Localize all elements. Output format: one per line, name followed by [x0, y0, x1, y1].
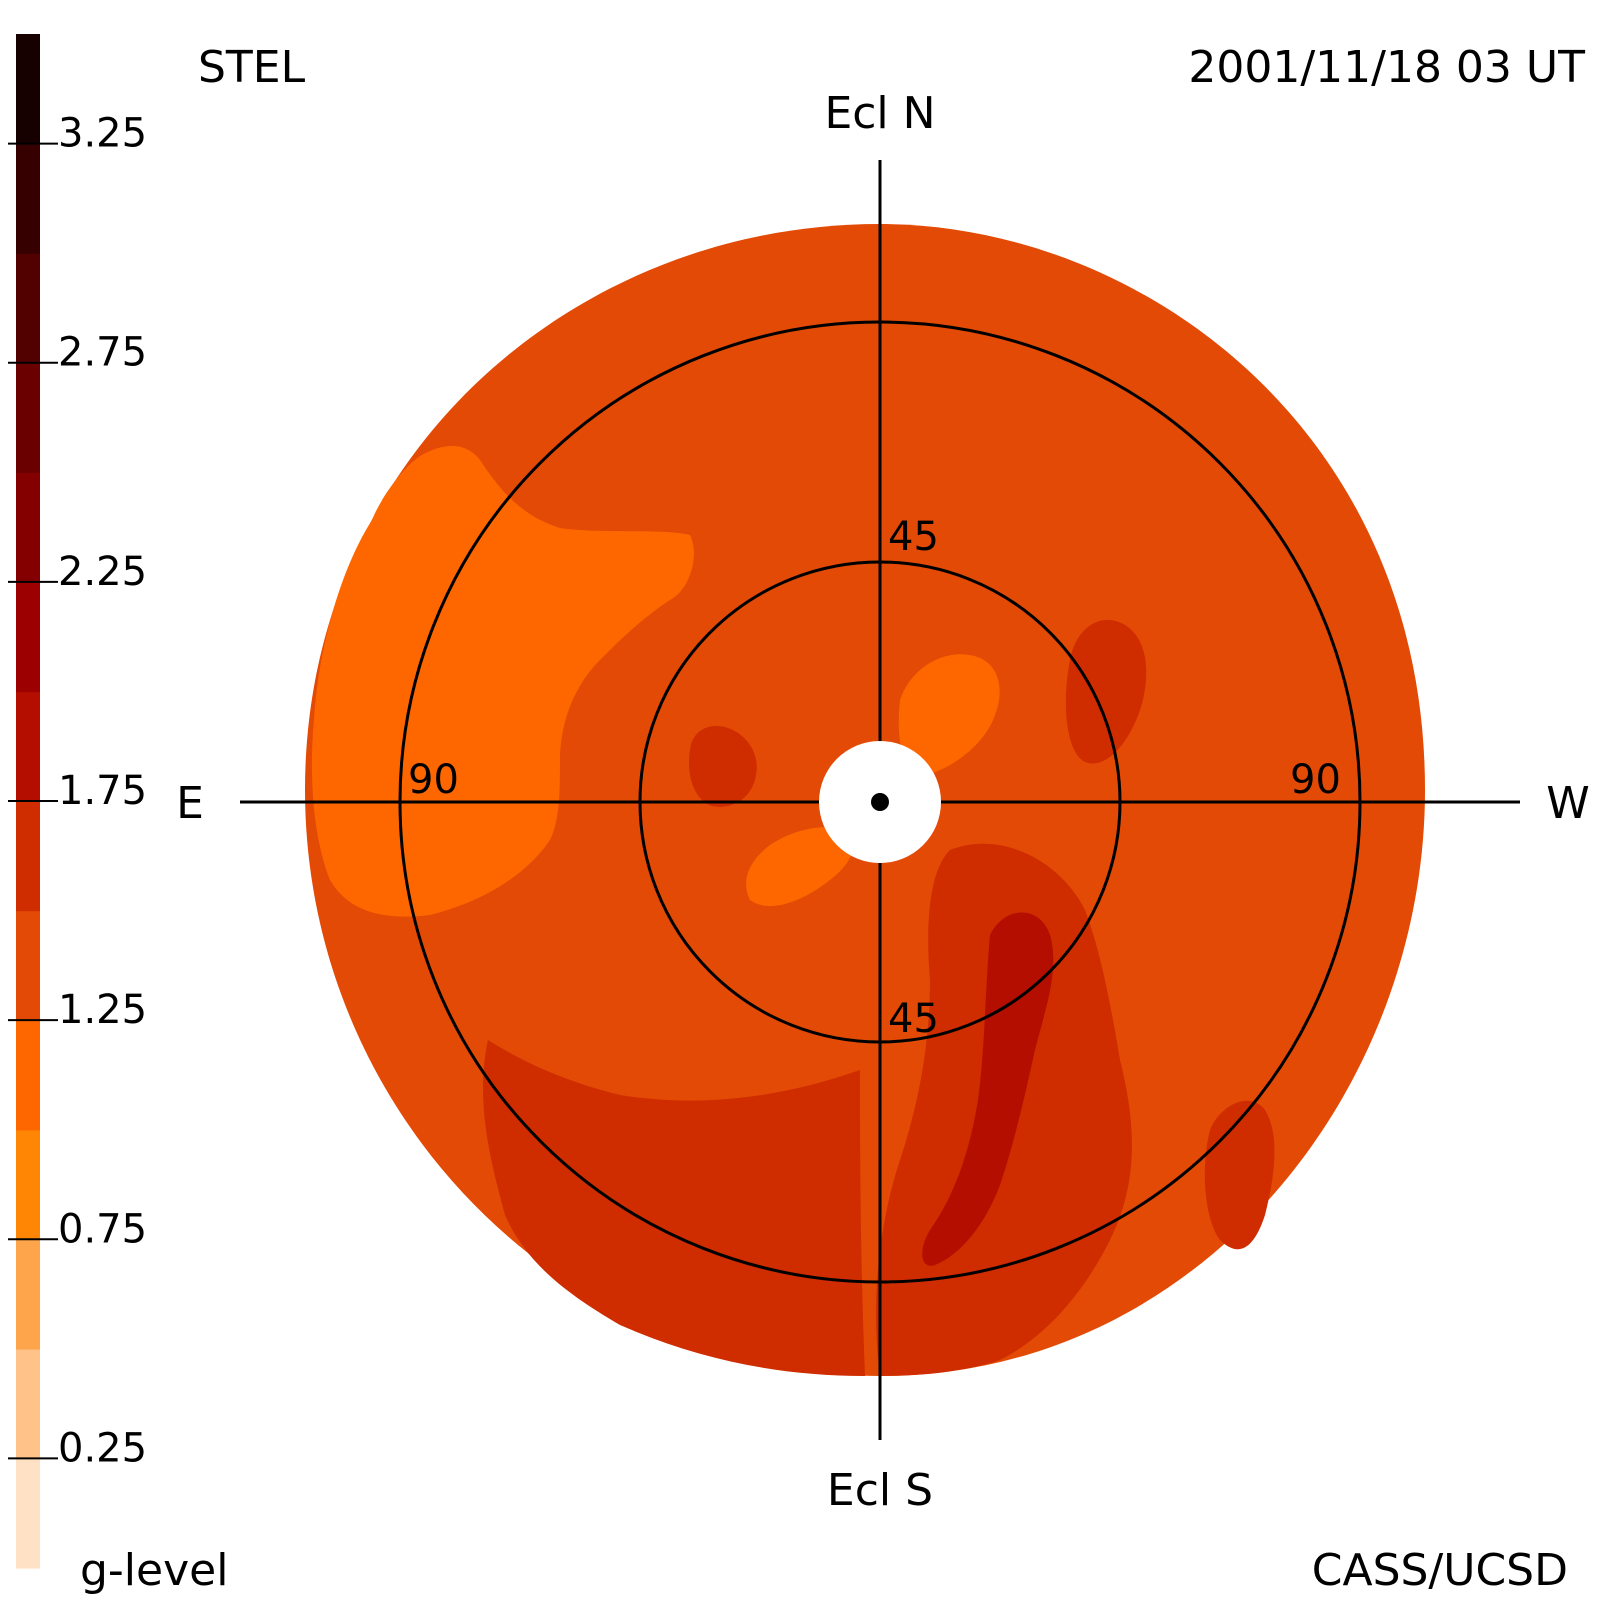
colorbar-title: g-level	[80, 1545, 228, 1596]
ring-label-inner-top: 45	[888, 514, 939, 560]
direction-west-label: W	[1546, 778, 1590, 829]
colorbar-bin	[16, 1129, 40, 1240]
direction-east-label: E	[176, 778, 204, 829]
map-region-center-light-upper	[898, 654, 1000, 776]
colorbar-bin	[16, 1020, 40, 1131]
colorbar-bin	[16, 34, 40, 145]
map-region-center-light-lower	[746, 827, 854, 907]
sky-map	[240, 160, 1520, 1440]
colorbar-tick-label: 3.25	[58, 111, 147, 157]
credit-label: CASS/UCSD	[1312, 1545, 1568, 1596]
map-region-west-blob	[1065, 619, 1147, 764]
map-region-southwest-blob	[1204, 1100, 1275, 1250]
direction-south-label: Ecl S	[827, 1465, 933, 1516]
direction-north-label: Ecl N	[824, 88, 935, 139]
colorbar-bin	[16, 143, 40, 254]
instrument-label: STEL	[198, 42, 306, 93]
colorbar	[16, 34, 40, 1569]
colorbar-bin	[16, 1348, 40, 1460]
colorbar-bin	[16, 1239, 40, 1350]
colorbar-tick-label: 2.75	[58, 330, 147, 376]
colorbar-bin	[16, 801, 40, 912]
map-region-south-dark	[483, 1040, 865, 1376]
ring-label-outer-right: 90	[1290, 757, 1341, 803]
colorbar-bin	[16, 910, 40, 1021]
timestamp-label: 2001/11/18 03 UT	[1188, 42, 1585, 93]
map-region-east-light	[311, 446, 694, 917]
colorbar-bin	[16, 472, 40, 583]
colorbar-tick-label: 1.25	[58, 987, 147, 1033]
colorbar-tick-label: 1.75	[58, 768, 147, 814]
map-region-south-streak	[922, 912, 1054, 1266]
colorbar-bin	[16, 362, 40, 473]
colorbar-tick-label: 2.25	[58, 549, 147, 595]
colorbar-bin	[16, 691, 40, 802]
colorbar-tick-label: 0.25	[58, 1425, 147, 1471]
colorbar-ticks: 0.25 0.75 1.25 1.75 2.25 2.75 3.25	[8, 111, 147, 1471]
ring-label-inner-bottom: 45	[888, 996, 939, 1042]
map-region-east-blob	[688, 726, 757, 807]
sun-center-dot	[871, 793, 889, 811]
ring-label-outer-left: 90	[408, 757, 459, 803]
colorbar-tick-label: 0.75	[58, 1206, 147, 1252]
colorbar-bin	[16, 1458, 40, 1569]
colorbar-bin	[16, 581, 40, 693]
colorbar-bin	[16, 253, 40, 364]
